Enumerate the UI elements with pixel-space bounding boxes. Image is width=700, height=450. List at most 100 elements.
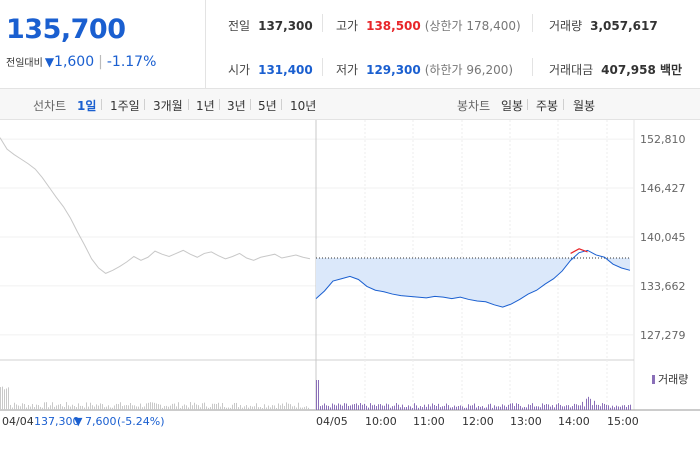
change-separator: | [98, 54, 103, 70]
volume-bar [116, 403, 117, 410]
volume-bar [478, 405, 479, 410]
volume-bar [618, 406, 619, 410]
range-1w[interactable]: 1주일 [110, 99, 140, 113]
y-tick-label: 133,662 [640, 280, 686, 293]
volume-bar [194, 402, 195, 410]
volume-bar [184, 404, 185, 410]
change-value: 1,600 [54, 54, 95, 70]
divider [322, 58, 323, 76]
volume-bar [516, 403, 517, 410]
volume-bar [84, 407, 85, 410]
chart-toolbar: 선차트 1일 1주일 3개월 1년 3년 5년 10년 봉차트 일봉 주봉 월봉 [0, 89, 700, 120]
x-tick-label: 15:00 [607, 415, 639, 428]
volume-bar [504, 405, 505, 410]
volume-bar [500, 406, 501, 410]
candle-daily[interactable]: 일봉 [501, 99, 524, 113]
volume-bar [74, 406, 75, 410]
volume-bar [566, 405, 567, 410]
x-tick-label: 13:00 [510, 415, 542, 428]
volume-bar [416, 405, 417, 410]
volume-bar [546, 404, 547, 410]
x-tick-label: 10:00 [365, 415, 397, 428]
volume-bar [456, 406, 457, 410]
volume-bar [76, 407, 77, 410]
volume-bar [64, 406, 65, 410]
volume-bar [422, 407, 423, 410]
volume-bar [280, 405, 281, 410]
volume-bar [138, 406, 139, 410]
volume-bar [256, 403, 257, 410]
volume-bar [146, 403, 147, 410]
volume-bar [296, 407, 297, 410]
volume-bar [396, 403, 397, 410]
volume-bar [136, 406, 137, 410]
candle-weekly[interactable]: 주봉 [536, 99, 559, 113]
volume-bar [554, 407, 555, 410]
volume-bars [0, 380, 631, 410]
range-10y[interactable]: 10년 [290, 99, 317, 113]
volume-bar [254, 406, 255, 410]
volume-bar [510, 403, 511, 410]
volume-bar [42, 407, 43, 410]
volume-legend-label: 거래량 [658, 373, 688, 386]
volume-bar [44, 402, 45, 410]
volume-bar [236, 402, 237, 410]
x-tick-label: 12:00 [462, 415, 494, 428]
candle-chart-label: 봉차트 [457, 99, 491, 113]
volume-bar [514, 406, 515, 410]
volume-bar [144, 406, 145, 410]
volume-bar [166, 405, 167, 410]
volume-bar [48, 407, 49, 410]
volume-legend-swatch [652, 375, 655, 384]
divider [532, 14, 533, 32]
volume-bar [192, 405, 193, 410]
range-3m[interactable]: 3개월 [153, 99, 183, 113]
volume-bar [476, 407, 477, 410]
volume-bar [620, 406, 621, 410]
volume-bar [378, 404, 379, 410]
volume-bar [300, 407, 301, 410]
divider [527, 99, 528, 110]
volume-bar [158, 404, 159, 410]
volume-bar [286, 402, 287, 410]
range-1y[interactable]: 1년 [196, 99, 215, 113]
volume-bar [328, 405, 329, 410]
volume-bar [376, 406, 377, 410]
divider [219, 99, 220, 110]
volume-bar [252, 406, 253, 410]
volume-bar [404, 407, 405, 410]
volume-bar [570, 407, 571, 410]
volume-bar [132, 405, 133, 410]
range-3y[interactable]: 3년 [227, 99, 246, 113]
volume-bar [594, 400, 595, 410]
divider [532, 58, 533, 76]
volume-bar [318, 380, 319, 410]
volume-bar [218, 402, 219, 410]
volume-bar [614, 407, 615, 410]
volume-bar [586, 398, 587, 410]
candle-monthly[interactable]: 월봉 [573, 99, 596, 113]
y-tick-label: 127,279 [640, 329, 686, 342]
volume-bar [498, 406, 499, 410]
range-1d[interactable]: 1일 [77, 99, 97, 113]
volume-bar [334, 404, 335, 410]
volume-bar [398, 404, 399, 410]
y-axis-labels: 152,810 146,427 140,045 133,662 127,279 [640, 133, 686, 342]
range-5y[interactable]: 5년 [258, 99, 277, 113]
volume-bar [176, 406, 177, 410]
volume-bar [66, 402, 67, 410]
volume-bar [460, 405, 461, 410]
volume-bar [148, 402, 149, 410]
volume-bar [580, 405, 581, 410]
x-tick-label: 04/05 [316, 415, 348, 428]
volume-bar [262, 407, 263, 410]
volume-bar [474, 403, 475, 410]
volume-bar [8, 387, 9, 410]
volume-bar [100, 403, 101, 410]
volume-bar [272, 405, 273, 410]
volume-bar [616, 405, 617, 410]
volume-bar [490, 403, 491, 410]
volume-bar [450, 407, 451, 410]
volume-bar [550, 406, 551, 410]
